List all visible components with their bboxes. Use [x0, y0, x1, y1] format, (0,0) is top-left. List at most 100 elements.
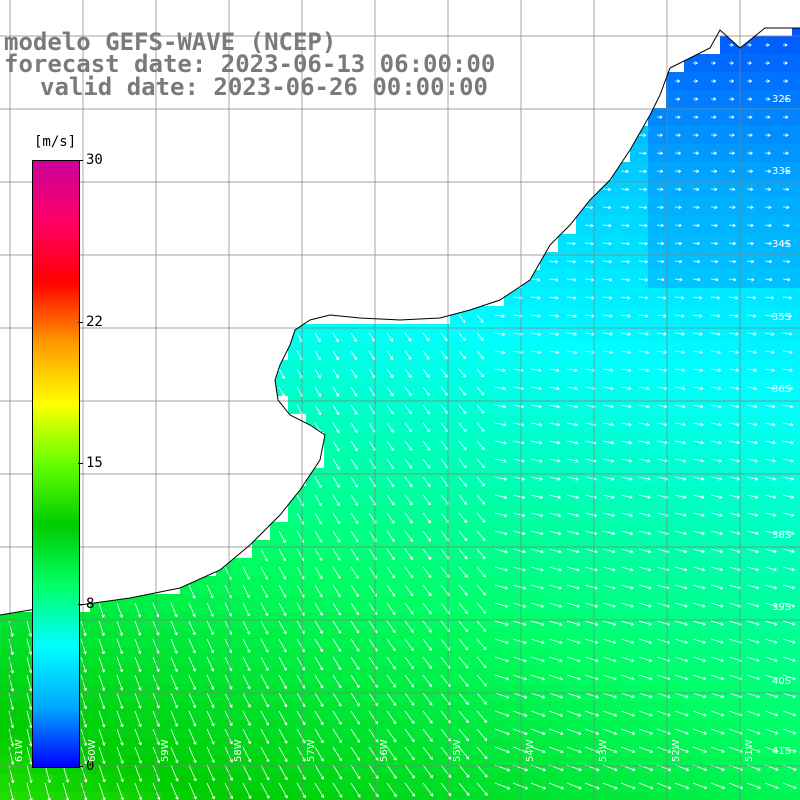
wind-arrow-head — [631, 697, 635, 699]
wind-arrow-head — [393, 740, 397, 743]
wind-arrow-head — [411, 758, 415, 761]
wind-arrow — [224, 746, 233, 763]
wind-arrow — [134, 638, 141, 654]
wind-arrow-head — [119, 614, 123, 618]
wind-arrow — [566, 476, 579, 480]
wind-arrow — [656, 692, 671, 698]
wind-arrow — [530, 314, 541, 317]
wind-arrow-head — [615, 786, 618, 789]
wind-arrow-head — [712, 79, 716, 82]
wind-arrow-head — [768, 205, 772, 208]
wind-arrow-head — [521, 497, 525, 499]
wind-arrow — [296, 386, 303, 397]
wind-arrow-head — [628, 424, 632, 427]
wind-arrow — [656, 242, 664, 245]
wind-arrow — [386, 692, 397, 706]
wind-arrow — [134, 782, 142, 800]
wind-arrow — [692, 512, 705, 517]
wind-arrow-head — [391, 485, 395, 488]
wind-arrow-head — [103, 724, 106, 728]
wind-arrow-head — [10, 798, 13, 800]
wind-arrow — [512, 674, 527, 680]
wind-arrow-head — [608, 207, 612, 210]
wind-arrow — [584, 530, 597, 535]
wind-arrow-head — [485, 664, 487, 669]
wind-arrow — [314, 638, 323, 652]
wind-arrow-head — [429, 703, 433, 706]
wind-arrow-head — [265, 686, 269, 690]
wind-arrow-head — [228, 632, 232, 635]
wind-arrow-head — [771, 352, 775, 354]
wind-arrow — [602, 602, 616, 608]
wind-arrow — [548, 602, 562, 608]
wind-arrow — [710, 206, 718, 208]
wind-arrow — [404, 728, 415, 742]
wind-arrow-head — [716, 297, 720, 300]
wind-arrow-head — [774, 660, 778, 662]
wind-arrow — [350, 674, 360, 688]
wind-arrow-head — [482, 373, 485, 378]
wind-arrow — [206, 584, 214, 599]
wind-arrow — [386, 602, 396, 615]
wind-arrow-head — [539, 497, 543, 499]
wind-arrow — [548, 548, 562, 553]
wind-arrow-head — [732, 261, 737, 264]
wind-arrow — [224, 656, 233, 672]
wind-arrow-head — [83, 706, 87, 710]
wind-arrow-head — [427, 485, 431, 488]
wind-arrow — [206, 692, 215, 708]
wind-arrow-head — [720, 585, 724, 589]
wind-arrow — [530, 494, 543, 499]
wind-arrow — [602, 494, 615, 499]
wind-arrow-head — [229, 741, 233, 745]
wind-arrow-head — [283, 668, 287, 671]
wind-arrow-head — [701, 551, 705, 554]
wind-arrow-head — [444, 339, 448, 342]
wind-arrow-head — [666, 604, 670, 607]
wind-arrow-head — [503, 479, 507, 481]
wind-arrow-head — [696, 205, 700, 208]
wind-arrow-head — [703, 658, 706, 662]
wind-speed-cell — [792, 396, 800, 414]
wind-arrow-head — [336, 503, 340, 507]
wind-arrow-head — [593, 533, 597, 536]
wind-arrow-head — [484, 537, 486, 541]
wind-arrow — [188, 638, 196, 654]
wind-arrow-head — [594, 551, 598, 554]
wind-arrow-head — [229, 668, 232, 672]
wind-arrow-head — [679, 241, 682, 245]
wind-arrow-head — [787, 259, 790, 263]
wind-arrow-head — [750, 243, 754, 246]
wind-arrow-head — [793, 767, 797, 771]
wind-speed-cell — [342, 792, 360, 800]
wind-arrow-head — [756, 622, 760, 625]
wind-arrow-head — [319, 576, 323, 580]
wind-arrow — [332, 548, 341, 561]
wind-arrow — [458, 782, 470, 796]
wind-arrow-head — [766, 80, 770, 83]
wind-arrow-head — [523, 697, 527, 699]
wind-arrow — [134, 656, 141, 673]
wind-arrow — [656, 674, 671, 680]
wind-arrow — [332, 602, 341, 616]
wind-arrow — [476, 638, 487, 651]
wind-arrow-head — [504, 533, 508, 536]
wind-arrow-head — [612, 531, 616, 535]
wind-arrow-head — [354, 449, 358, 452]
wind-arrow-head — [484, 628, 487, 632]
wind-arrow — [26, 620, 32, 637]
wind-arrow — [116, 620, 123, 636]
wind-arrow-head — [465, 721, 469, 724]
wind-arrow-head — [717, 314, 721, 317]
wind-arrow-head — [30, 669, 33, 674]
wind-arrow-head — [320, 795, 324, 798]
wind-arrow-head — [486, 755, 488, 760]
wind-arrow-head — [573, 334, 577, 336]
wind-arrow-head — [465, 519, 468, 523]
wind-arrow — [692, 638, 706, 644]
wind-arrow — [584, 692, 599, 698]
wind-arrow-head — [339, 795, 343, 798]
wind-arrow-head — [736, 460, 740, 463]
wind-arrow — [458, 764, 470, 778]
wind-arrow-head — [248, 796, 251, 799]
